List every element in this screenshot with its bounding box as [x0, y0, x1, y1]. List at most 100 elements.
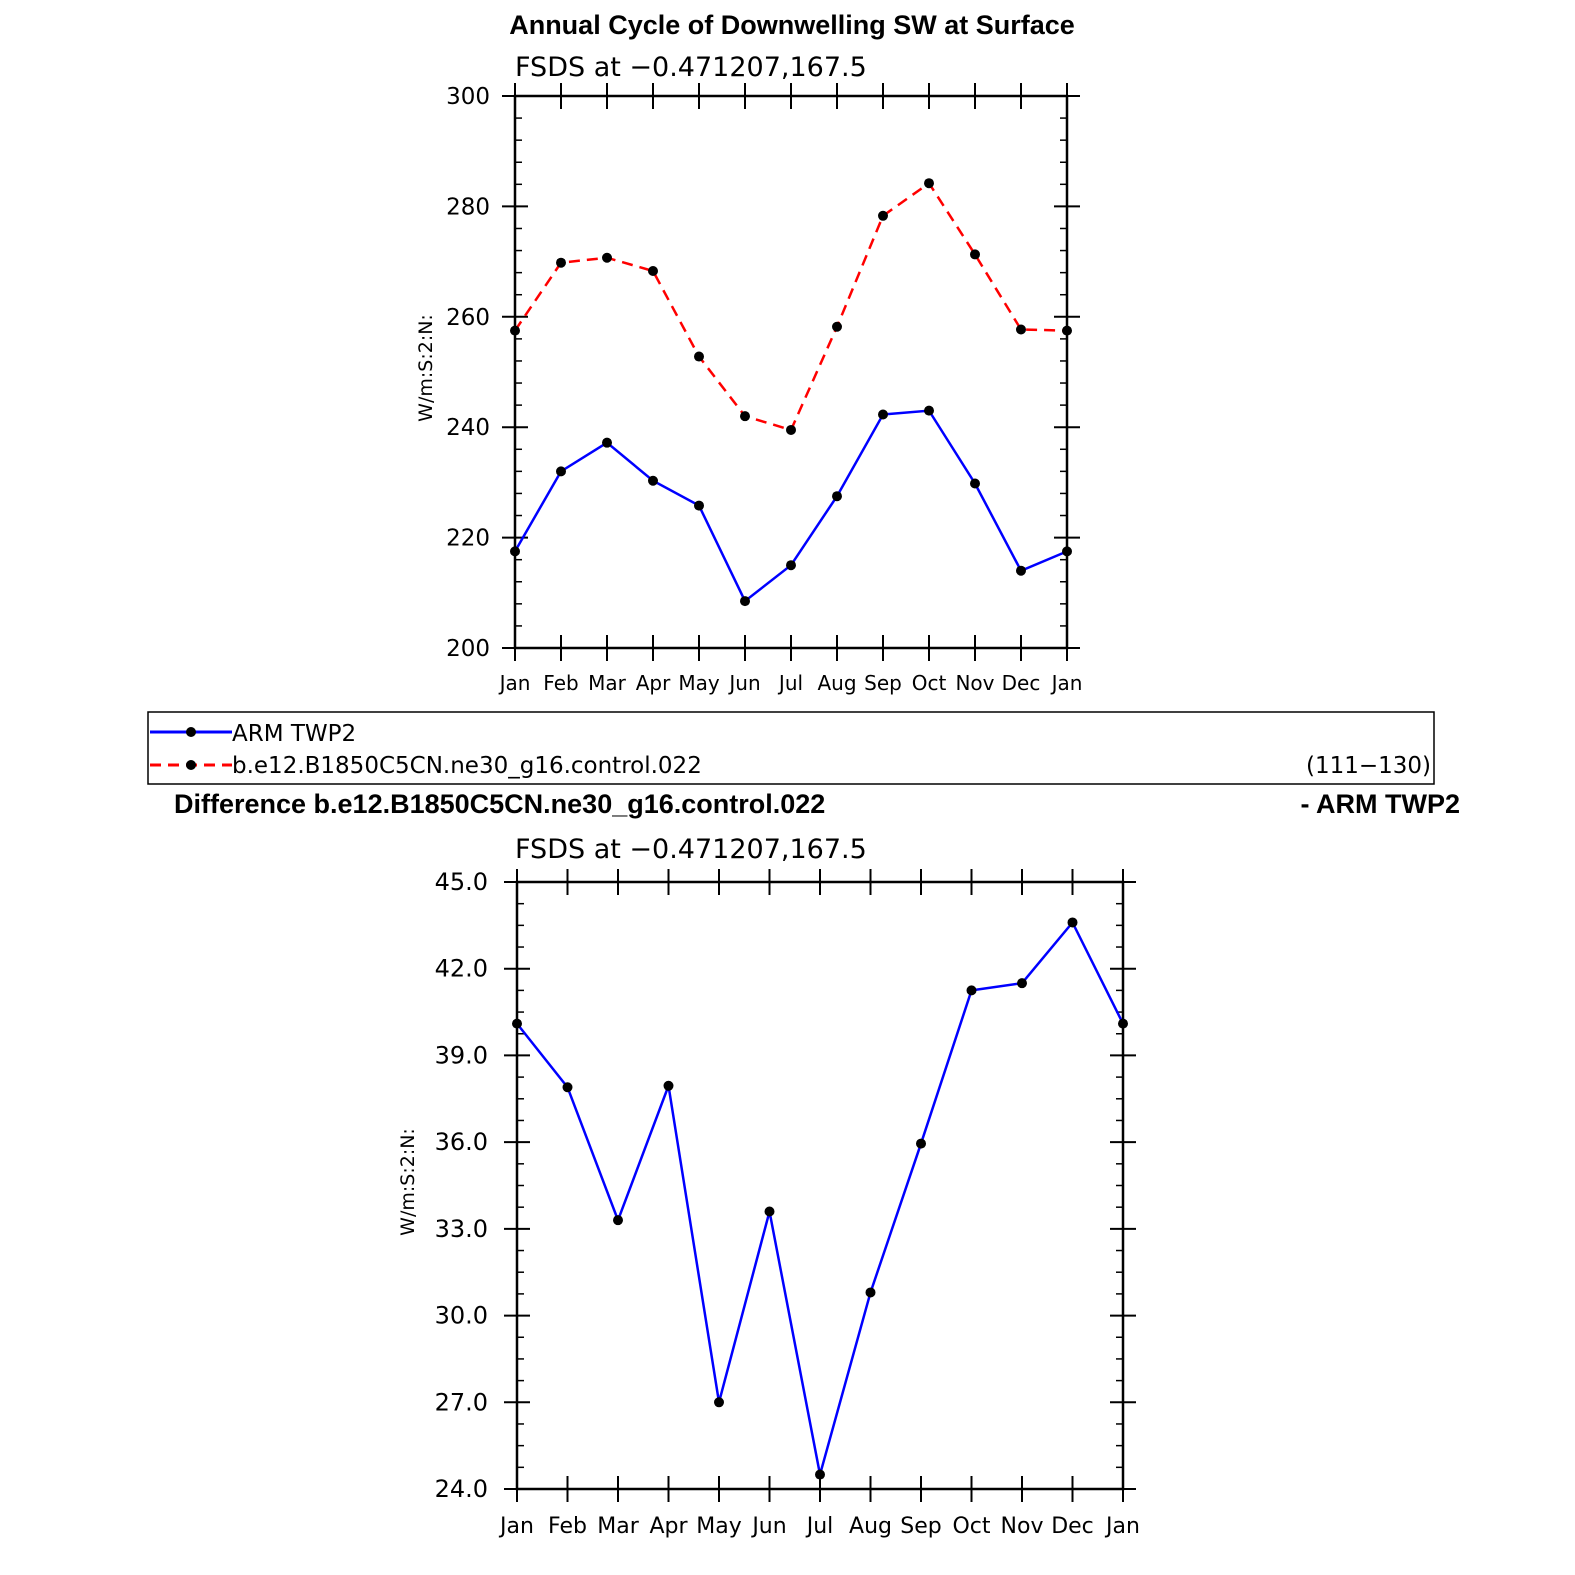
- chart-title: Annual Cycle of Downwelling SW at Surfac…: [509, 10, 1075, 40]
- y-tick-label: 45.0: [435, 868, 488, 896]
- data-point: [694, 500, 704, 511]
- data-point: [878, 210, 888, 221]
- x-tick-label: Jun: [727, 671, 760, 695]
- x-tick-label: Aug: [817, 671, 856, 695]
- x-tick-label: Dec: [1051, 1514, 1094, 1539]
- x-tick-label: Mar: [597, 1514, 639, 1539]
- data-point: [1118, 1018, 1128, 1029]
- series-group: [512, 917, 1128, 1480]
- data-point: [865, 1287, 876, 1298]
- legend-period: (111−130): [1306, 753, 1431, 779]
- x-tick-label: Feb: [548, 1514, 587, 1539]
- x-tick-label: Jun: [750, 1514, 786, 1539]
- data-point: [562, 1082, 573, 1093]
- data-point: [832, 321, 842, 332]
- y-tick-label: 30.0: [435, 1302, 488, 1330]
- legend-label-model: b.e12.B1850C5CN.ne30_g16.control.022: [232, 753, 702, 779]
- data-point: [512, 1018, 522, 1029]
- y-tick-label: 300: [446, 84, 490, 110]
- x-tick-label: Apr: [636, 671, 671, 695]
- data-point: [694, 351, 704, 362]
- data-point: [970, 249, 980, 260]
- x-tick-label: Jan: [1104, 1514, 1140, 1539]
- data-point: [510, 325, 520, 336]
- data-point: [970, 478, 980, 489]
- x-tick-label: Oct: [952, 1514, 990, 1539]
- data-point: [1016, 565, 1026, 576]
- x-tick-label: Jan: [498, 671, 531, 695]
- series-line-1: [513, 181, 1068, 432]
- data-point: [916, 1138, 926, 1149]
- legend-frame: [147, 711, 1435, 785]
- legend: ARM TWP2 b.e12.B1850C5CN.ne30_g16.contro…: [147, 711, 1435, 785]
- legend-marker-arm: [186, 727, 196, 737]
- data-point: [764, 1206, 775, 1217]
- data-point: [648, 475, 658, 486]
- x-tick-label: Jan: [1050, 671, 1083, 695]
- x-tick-label: Jan: [498, 1514, 534, 1539]
- y-tick-label: 200: [446, 636, 490, 662]
- legend-label-arm: ARM TWP2: [232, 721, 356, 747]
- chart-subtitle: FSDS at −0.471207,167.5: [515, 834, 867, 865]
- legend-marker-model: [186, 760, 196, 770]
- x-tick-label: May: [696, 1514, 741, 1539]
- y-tick-label: 260: [446, 305, 490, 331]
- y-tick-label: 280: [446, 194, 490, 220]
- data-point: [602, 252, 612, 263]
- y-tick-label: 220: [446, 526, 490, 552]
- data-point: [924, 405, 934, 416]
- data-point: [1062, 546, 1072, 557]
- data-point: [815, 1469, 825, 1480]
- y-tick-label: 27.0: [435, 1388, 488, 1416]
- data-point: [714, 1397, 724, 1408]
- panel-annual-cycle: Annual Cycle of Downwelling SW at Surfac…: [415, 10, 1082, 695]
- y-tick-label: 39.0: [435, 1041, 488, 1069]
- y-tick-label: 240: [446, 415, 490, 441]
- x-tick-label: Oct: [912, 671, 947, 695]
- x-tick-label: Mar: [588, 671, 627, 695]
- x-tick-label: Nov: [955, 671, 994, 695]
- x-tick-label: Jul: [805, 1514, 834, 1539]
- chart-title: Difference b.e12.B1850C5CN.ne30_g16.cont…: [174, 789, 825, 819]
- data-point: [1062, 325, 1072, 336]
- plot-frame: [515, 880, 1125, 1491]
- data-point: [924, 178, 934, 189]
- x-tick-label: Feb: [543, 671, 578, 695]
- series-group: [510, 178, 1072, 607]
- x-tick-label: Apr: [649, 1514, 688, 1539]
- data-point: [602, 437, 612, 448]
- x-tick-label: Aug: [849, 1514, 892, 1539]
- y-axis-label: W/m:S:2:N:: [397, 1128, 419, 1236]
- data-point: [613, 1215, 623, 1226]
- data-point: [740, 411, 750, 422]
- data-point: [878, 409, 888, 420]
- data-point: [786, 560, 796, 571]
- data-point: [786, 424, 796, 435]
- x-tick-label: Dec: [1002, 671, 1041, 695]
- data-point: [966, 985, 977, 996]
- data-point: [740, 596, 750, 607]
- y-tick-label: 33.0: [435, 1215, 488, 1243]
- y-tick-label: 24.0: [435, 1475, 488, 1503]
- y-tick-label: 36.0: [435, 1128, 488, 1156]
- chart-subtitle: FSDS at −0.471207,167.5: [515, 52, 867, 83]
- x-tick-label: Jul: [777, 671, 803, 695]
- chart-title-right: - ARM TWP2: [1301, 789, 1460, 819]
- y-axis-label: W/m:S:2:N:: [415, 314, 437, 422]
- data-point: [556, 466, 566, 477]
- x-tick-label: Sep: [864, 671, 902, 695]
- data-point: [663, 1080, 674, 1091]
- data-point: [1067, 917, 1078, 928]
- x-tick-label: Nov: [1001, 1514, 1044, 1539]
- panel-difference: Difference b.e12.B1850C5CN.ne30_g16.cont…: [174, 789, 1460, 1539]
- data-point: [648, 265, 658, 276]
- y-tick-label: 42.0: [435, 955, 488, 983]
- series-line-0: [516, 920, 1125, 1475]
- axes: Jan Feb Mar Apr May Jun Jul Aug Sep Oct Nov Dec Jan 2…: [435, 868, 1140, 1539]
- data-point: [1016, 324, 1026, 335]
- data-point: [1017, 978, 1027, 989]
- series-line-0: [513, 409, 1068, 604]
- axes: Jan Feb Mar Apr May Jun Jul Aug Sep Oct Nov Dec Jan 2…: [446, 83, 1082, 695]
- x-tick-label: Sep: [900, 1514, 941, 1539]
